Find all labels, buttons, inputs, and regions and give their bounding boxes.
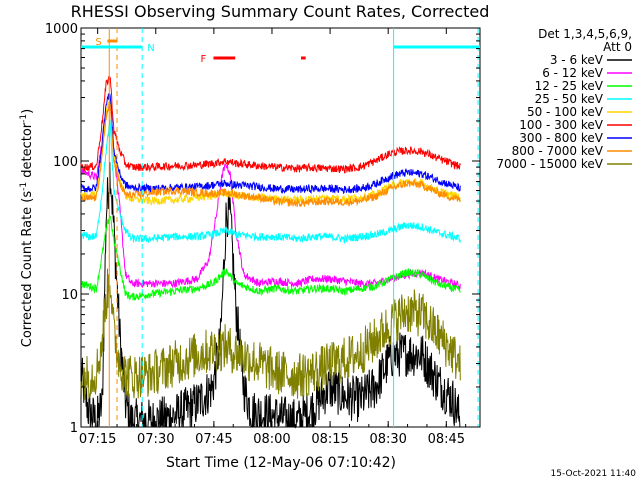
series-line-800-7000-kev <box>80 103 461 208</box>
annotation-layer: N S F <box>81 28 480 427</box>
x-tick-label-6: 08:45 <box>428 432 465 447</box>
x-tick-label-2: 07:45 <box>195 432 232 447</box>
night-label: N <box>147 43 154 54</box>
series-line-300-800-kev <box>80 93 461 195</box>
series-100-300-kev <box>80 75 461 174</box>
legend-header-line2: Att 0 <box>603 40 632 54</box>
x-tick-label-1: 07:30 <box>137 432 174 447</box>
plot-frame <box>80 27 481 428</box>
legend-label-50-100-kev: 50 - 100 keV <box>527 105 604 119</box>
series-line-6-12-kev <box>80 100 461 290</box>
x-tick-layer: 07:15 07:30 07:45 08:00 08:15 08:30 08:45 <box>79 28 467 447</box>
legend-label-12-25-kev: 12 - 25 keV <box>535 79 604 93</box>
x-tick-label-5: 08:30 <box>369 432 406 447</box>
y-tick-label-2: 100 <box>53 155 78 170</box>
flare-label: F <box>200 54 206 65</box>
legend-label-7000-15000-kev: 7000 - 15000 keV <box>496 157 603 171</box>
plot-area: NSF 07:15 07:30 07:45 08:00 08:15 08:30 08:45 … <box>45 22 481 447</box>
series-300-800-kev <box>80 93 461 195</box>
y-tick-label-1: 10 <box>61 288 78 303</box>
y-tick-label-0: 1 <box>70 421 78 436</box>
legend-label-300-800-kev: 300 - 800 keV <box>519 131 603 145</box>
legend-label-6-12-kev: 6 - 12 keV <box>542 66 604 80</box>
x-tick-label-4: 08:15 <box>311 432 348 447</box>
series-line-100-300-kev <box>80 75 461 174</box>
series-800-7000-kev <box>80 103 461 208</box>
series-12-25-kev <box>80 214 461 301</box>
series-line-25-50-kev <box>80 119 461 245</box>
legend-label-25-50-kev: 25 - 50 keV <box>535 92 604 106</box>
series-layer <box>80 75 461 429</box>
y-tick-layer: 1 10 100 1000 <box>45 22 480 436</box>
y-tick-label-3: 1000 <box>45 22 78 37</box>
x-tick-label-0: 07:15 <box>79 432 116 447</box>
timestamp: 15-Oct-2021 11:40 <box>551 469 637 479</box>
legend-label-800-7000-kev: 800 - 7000 keV <box>512 144 604 158</box>
series-7000-15000-kev <box>80 268 461 400</box>
x-axis-label: Start Time (12-May-06 07:10:42) <box>166 455 396 471</box>
attenuator-label: S <box>95 37 101 48</box>
x-tick-label-3: 08:00 <box>253 432 290 447</box>
chart-title: RHESSI Observing Summary Count Rates, Co… <box>71 2 490 21</box>
series-line-7000-15000-kev <box>80 268 461 400</box>
series-6-12-kev <box>80 100 461 290</box>
series-line-12-25-kev <box>80 214 461 301</box>
series-25-50-kev <box>80 119 461 245</box>
legend-label-100-300-kev: 100 - 300 keV <box>519 118 603 132</box>
legend-label-3-6-kev: 3 - 6 keV <box>550 53 604 67</box>
y-axis-label: Corrected Count Rate (s-1 detector-1) <box>19 109 35 347</box>
legend-header-line1: Det 1,3,4,5,6,9, <box>538 27 632 41</box>
